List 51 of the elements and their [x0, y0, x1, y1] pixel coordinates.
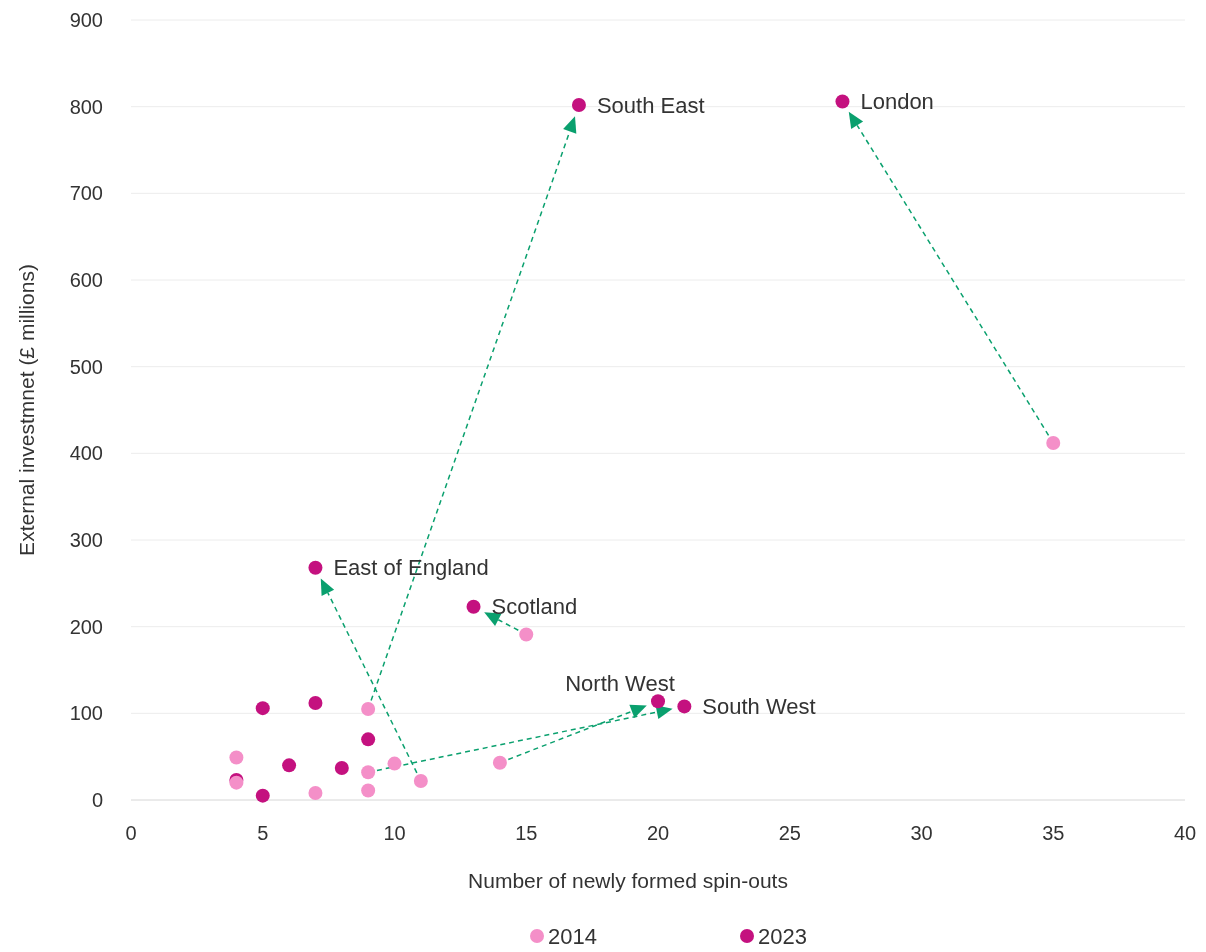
- point: [1046, 435, 1061, 450]
- annotation: East of England: [333, 555, 489, 581]
- y-tick-label: 800: [69, 95, 103, 118]
- y-tick-label: 400: [69, 442, 103, 465]
- point: [492, 755, 507, 770]
- y-tick-label: 900: [69, 9, 103, 31]
- point: [282, 758, 297, 773]
- x-tick-label: 40: [1173, 822, 1197, 844]
- point: [413, 773, 428, 788]
- annotation: South East: [596, 92, 705, 118]
- point: [677, 699, 692, 714]
- y-tick-label: 500: [69, 355, 103, 378]
- x-tick-label: 5: [257, 822, 269, 844]
- point: [835, 94, 850, 109]
- point: [387, 756, 402, 771]
- point: [361, 765, 376, 780]
- x-tick-label: 25: [778, 822, 801, 844]
- point: [308, 786, 323, 801]
- point: [361, 732, 376, 747]
- legend-label: 2014: [548, 923, 597, 949]
- point: [571, 97, 586, 112]
- annotation: Scotland: [491, 594, 578, 620]
- x-tick-label: 30: [910, 822, 933, 844]
- point: [308, 560, 323, 575]
- x-tick-label: 0: [125, 822, 137, 844]
- annotation: London: [860, 89, 934, 115]
- y-tick-label: 100: [69, 702, 103, 725]
- y-tick-label: 600: [69, 269, 103, 291]
- point: [229, 750, 244, 765]
- point: [466, 599, 481, 614]
- annotation: North West: [565, 671, 675, 697]
- point: [255, 701, 270, 716]
- y-tick-label: 700: [69, 182, 103, 205]
- y-tick-label: 200: [69, 615, 103, 638]
- point: [308, 695, 323, 710]
- point: [255, 788, 270, 803]
- y-tick-label: 300: [69, 529, 103, 551]
- point: [334, 760, 349, 775]
- x-tick-label: 35: [1042, 822, 1065, 844]
- x-tick-label: 10: [383, 822, 406, 844]
- annotation: South West: [702, 694, 816, 720]
- x-tick-label: 20: [646, 822, 670, 844]
- point: [361, 783, 376, 798]
- x-tick-label: 15: [515, 822, 538, 844]
- legend-label: 2023: [758, 923, 807, 949]
- x-axis-title: Number of newly formed spin-outs: [468, 869, 788, 892]
- y-tick-label: 0: [91, 789, 103, 811]
- point: [651, 694, 665, 709]
- point: [519, 627, 534, 642]
- point: [361, 702, 376, 716]
- y-axis-title: External investmnet (£ millions): [15, 264, 38, 556]
